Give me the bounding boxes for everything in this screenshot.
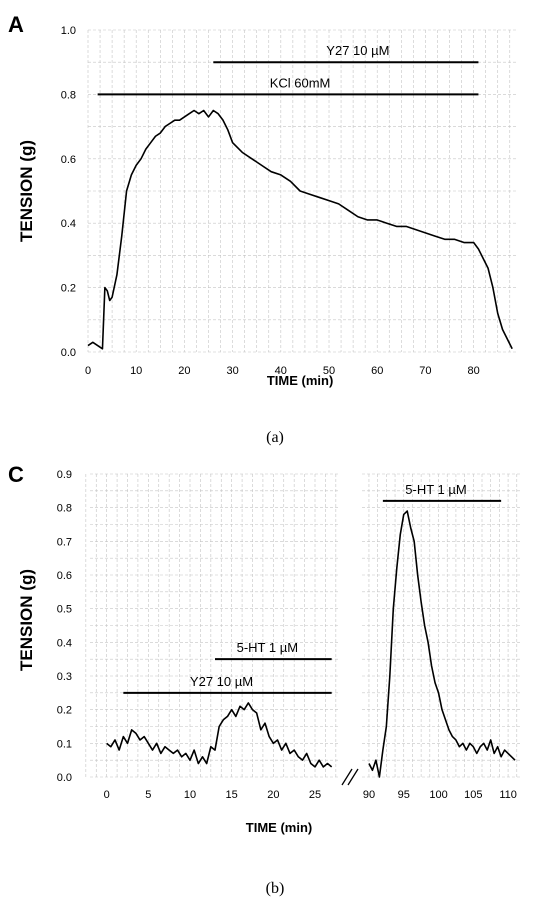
axis-break-mark xyxy=(347,768,359,786)
x-tick-label: 40 xyxy=(275,365,287,377)
y-tick-label: 0.2 xyxy=(57,705,72,717)
caption-a: (a) xyxy=(266,429,284,446)
x-axis-label: TIME (min) xyxy=(246,820,312,835)
y-tick-label: 0.8 xyxy=(57,503,72,515)
x-tick-label: 50 xyxy=(323,365,335,377)
y-tick-label: 0.2 xyxy=(61,283,76,295)
x-tick-label: 110 xyxy=(499,789,517,801)
y-tick-label: 0.4 xyxy=(57,637,72,649)
y-tick-label: 0.5 xyxy=(57,604,72,616)
x-tick-label: 100 xyxy=(429,789,447,801)
axis-break-mark xyxy=(341,768,353,786)
tension-trace xyxy=(106,702,333,768)
tension-trace xyxy=(368,510,516,778)
caption-b: (b) xyxy=(266,880,285,897)
x-axis-label: TIME (min) xyxy=(267,373,333,388)
y-tick-label: 0.6 xyxy=(57,570,72,582)
y-tick-label: 0.0 xyxy=(57,772,72,784)
tension-trace xyxy=(87,109,513,350)
panel-letter: A xyxy=(8,12,24,37)
y-tick-label: 0.4 xyxy=(61,218,76,230)
x-tick-label: 15 xyxy=(226,789,238,801)
x-tick-label: 90 xyxy=(363,789,375,801)
x-tick-label: 10 xyxy=(184,789,196,801)
treatment-label: Y27 10 µM xyxy=(326,43,389,58)
treatment-label: Y27 10 µM xyxy=(190,674,253,689)
y-axis-label: TENSION (g) xyxy=(17,569,36,671)
treatment-label: 5-HT 1 µM xyxy=(237,640,298,655)
x-tick-label: 105 xyxy=(464,789,482,801)
y-tick-label: 1.0 xyxy=(61,25,76,37)
panel-c: 0.0 0.1 0.2 0.3 0.4 0.5 0.6 0.7 0.8 0.9 0 5 10 15 20 25… xyxy=(8,462,522,897)
x-tick-label: 80 xyxy=(467,365,479,377)
x-tick-label: 20 xyxy=(178,365,190,377)
x-tick-label: 70 xyxy=(419,365,431,377)
y-tick-label: 0.1 xyxy=(57,738,72,750)
x-tick-label: 95 xyxy=(398,789,410,801)
y-tick-label: 0.6 xyxy=(61,154,76,166)
treatment-label: KCl 60mM xyxy=(270,75,331,90)
panel-a: 0.0 0.2 0.4 0.6 0.8 1.0 0 10 20 30 40 50 60 70 80 TENSI… xyxy=(8,12,517,446)
y-tick-label: 0.0 xyxy=(61,347,76,359)
treatment-label: 5-HT 1 µM xyxy=(405,482,466,497)
x-tick-label: 10 xyxy=(130,365,142,377)
x-tick-label: 5 xyxy=(145,789,151,801)
y-tick-label: 0.7 xyxy=(57,536,72,548)
y-axis-label: TENSION (g) xyxy=(17,140,36,242)
x-tick-label: 30 xyxy=(226,365,238,377)
y-tick-label: 0.3 xyxy=(57,671,72,683)
panel-letter: C xyxy=(8,462,24,487)
x-tick-label: 60 xyxy=(371,365,383,377)
y-tick-label: 0.8 xyxy=(61,89,76,101)
y-tick-label: 0.9 xyxy=(57,469,72,481)
x-tick-label: 25 xyxy=(309,789,321,801)
x-tick-label: 0 xyxy=(104,789,110,801)
x-tick-label: 20 xyxy=(267,789,279,801)
x-tick-label: 0 xyxy=(85,365,91,377)
